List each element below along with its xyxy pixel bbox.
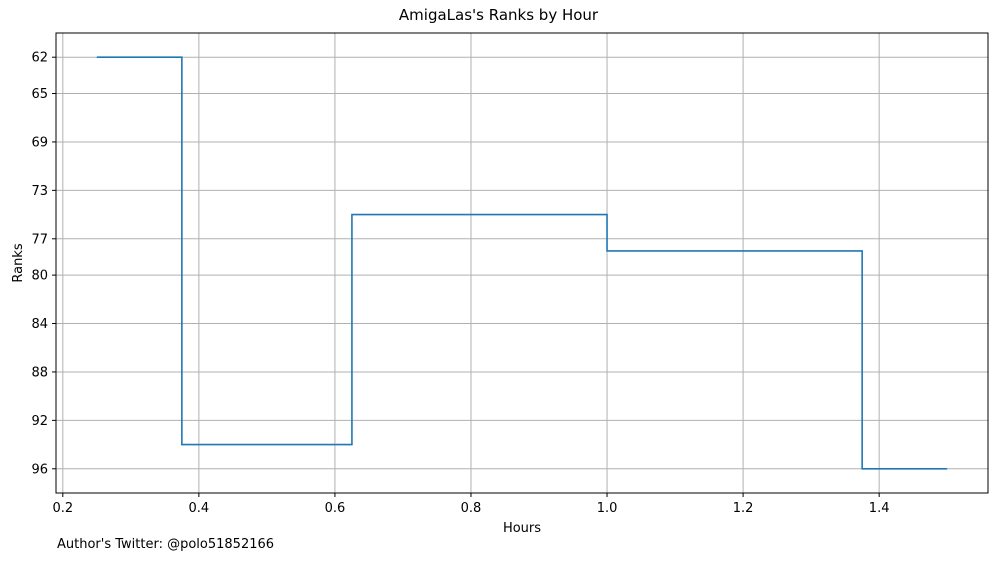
- x-tick-label: 0.6: [325, 501, 346, 516]
- y-tick-label: 92: [31, 414, 48, 429]
- x-tick-label: 0.2: [52, 501, 73, 516]
- y-tick-label: 65: [31, 87, 48, 102]
- y-axis-ticks: 62 65 69 73 77 80 84 88 92 96: [31, 51, 56, 477]
- x-tick-label: 1.4: [869, 501, 890, 516]
- plot-frame: [55, 32, 989, 494]
- x-tick-label: 0.8: [461, 501, 482, 516]
- y-tick-label: 88: [31, 365, 48, 380]
- y-axis-label: Ranks: [11, 243, 26, 282]
- y-tick-label: 73: [31, 184, 48, 199]
- y-tick-label: 96: [31, 462, 48, 477]
- x-axis-label: Hours: [503, 521, 541, 536]
- x-tick-label: 1.0: [597, 501, 618, 516]
- y-tick-label: 62: [31, 51, 48, 66]
- chart-title: AmigaLas's Ranks by Hour: [398, 6, 599, 24]
- x-tick-label: 1.2: [733, 501, 754, 516]
- x-axis-ticks: 0.2 0.4 0.6 0.8 1.0 1.2 1.4: [52, 493, 889, 516]
- author-twitter-note: Author's Twitter: @polo51852166: [57, 537, 275, 552]
- rank-step-line: [96, 56, 948, 470]
- x-tick-label: 0.4: [189, 501, 210, 516]
- y-tick-label: 84: [31, 317, 48, 332]
- y-tick-label: 69: [31, 135, 48, 150]
- y-tick-label: 77: [31, 232, 48, 247]
- grid-lines: [56, 33, 988, 493]
- y-tick-label: 80: [31, 269, 48, 284]
- series-layer: [96, 56, 948, 470]
